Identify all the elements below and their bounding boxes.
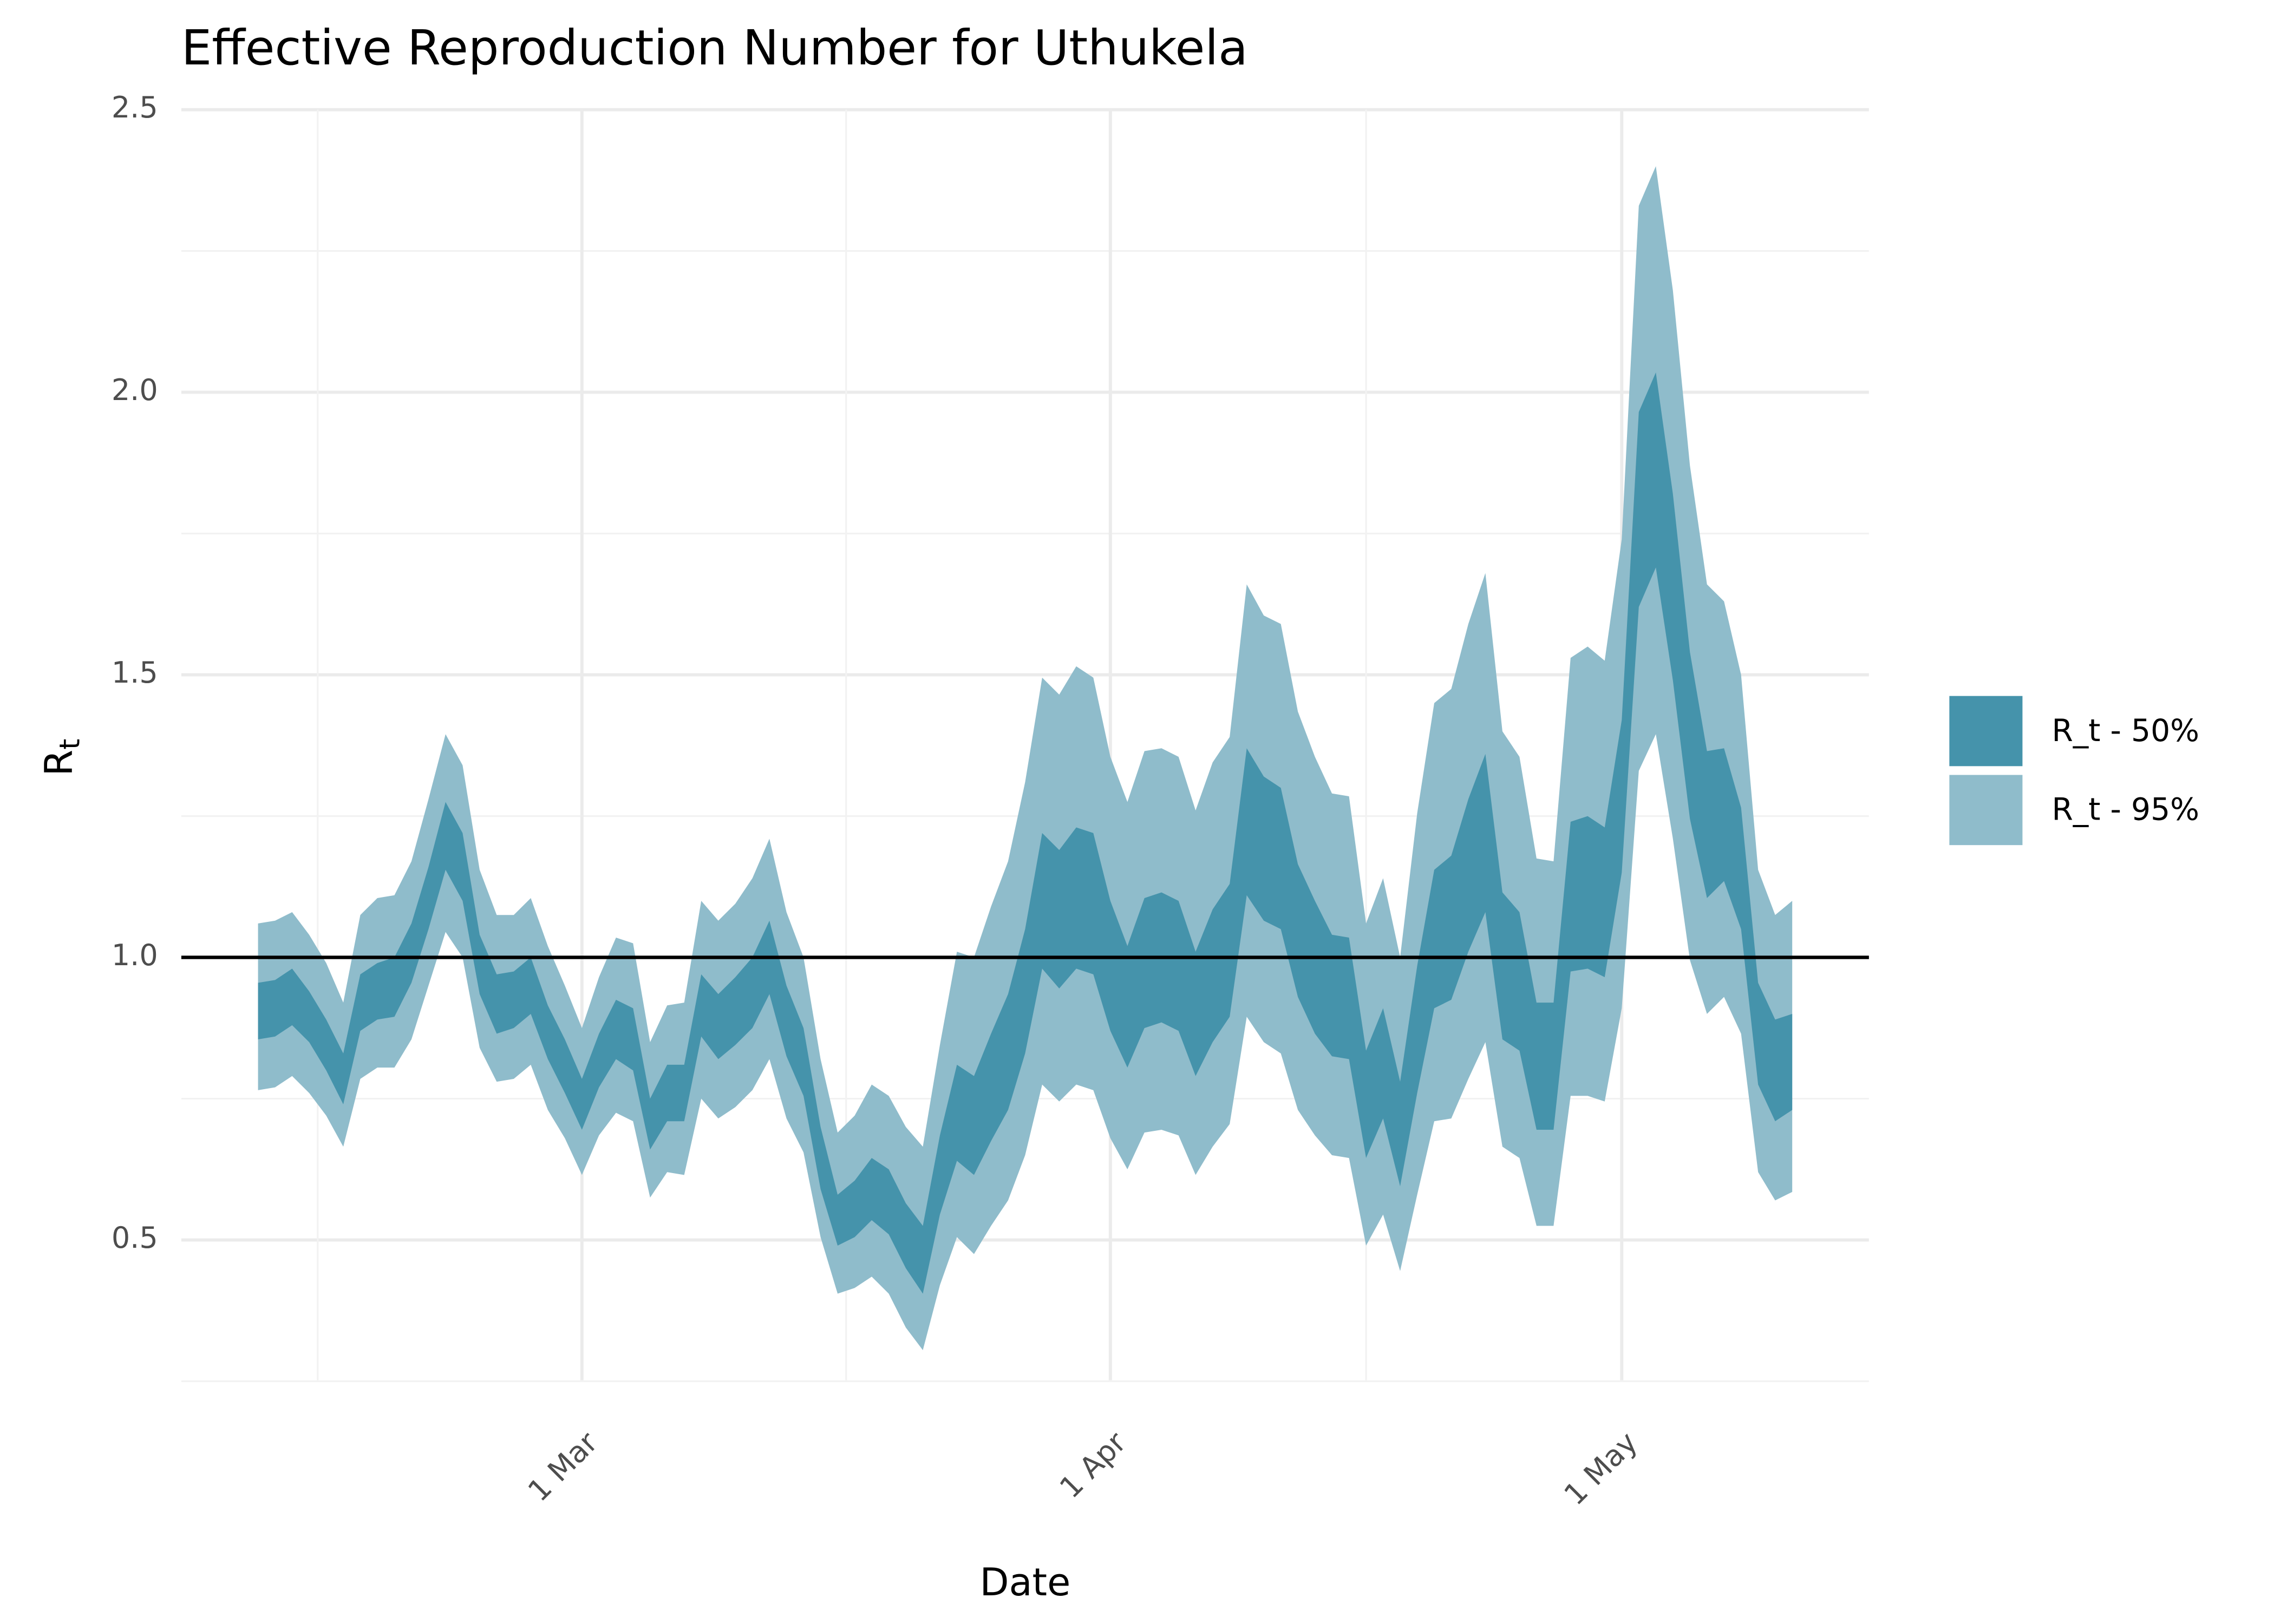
y-tick-label: 2.0 (112, 373, 158, 407)
chart-title: Effective Reproduction Number for Uthuke… (181, 20, 1248, 76)
legend: R_t - 50% R_t - 95% (1949, 696, 2199, 846)
x-axis-title: Date (979, 1560, 1070, 1605)
legend-key (1949, 696, 2023, 767)
y-axis-title-sub: t (54, 739, 86, 750)
legend-label: R_t - 95% (2051, 792, 2199, 828)
y-tick-label: 2.5 (112, 90, 158, 125)
y-axis-title-main: R (36, 750, 81, 776)
y-tick-label: 1.0 (112, 938, 158, 972)
ribbon (258, 372, 1793, 1294)
y-tick-label: 0.5 (112, 1221, 158, 1255)
plot-area (181, 166, 1869, 1351)
legend-key (1949, 775, 2023, 846)
y-axis-title: Rt (36, 739, 86, 776)
y-tick-label: 1.5 (112, 656, 158, 690)
legend-label: R_t - 50% (2051, 713, 2199, 749)
grid (181, 108, 1869, 1383)
